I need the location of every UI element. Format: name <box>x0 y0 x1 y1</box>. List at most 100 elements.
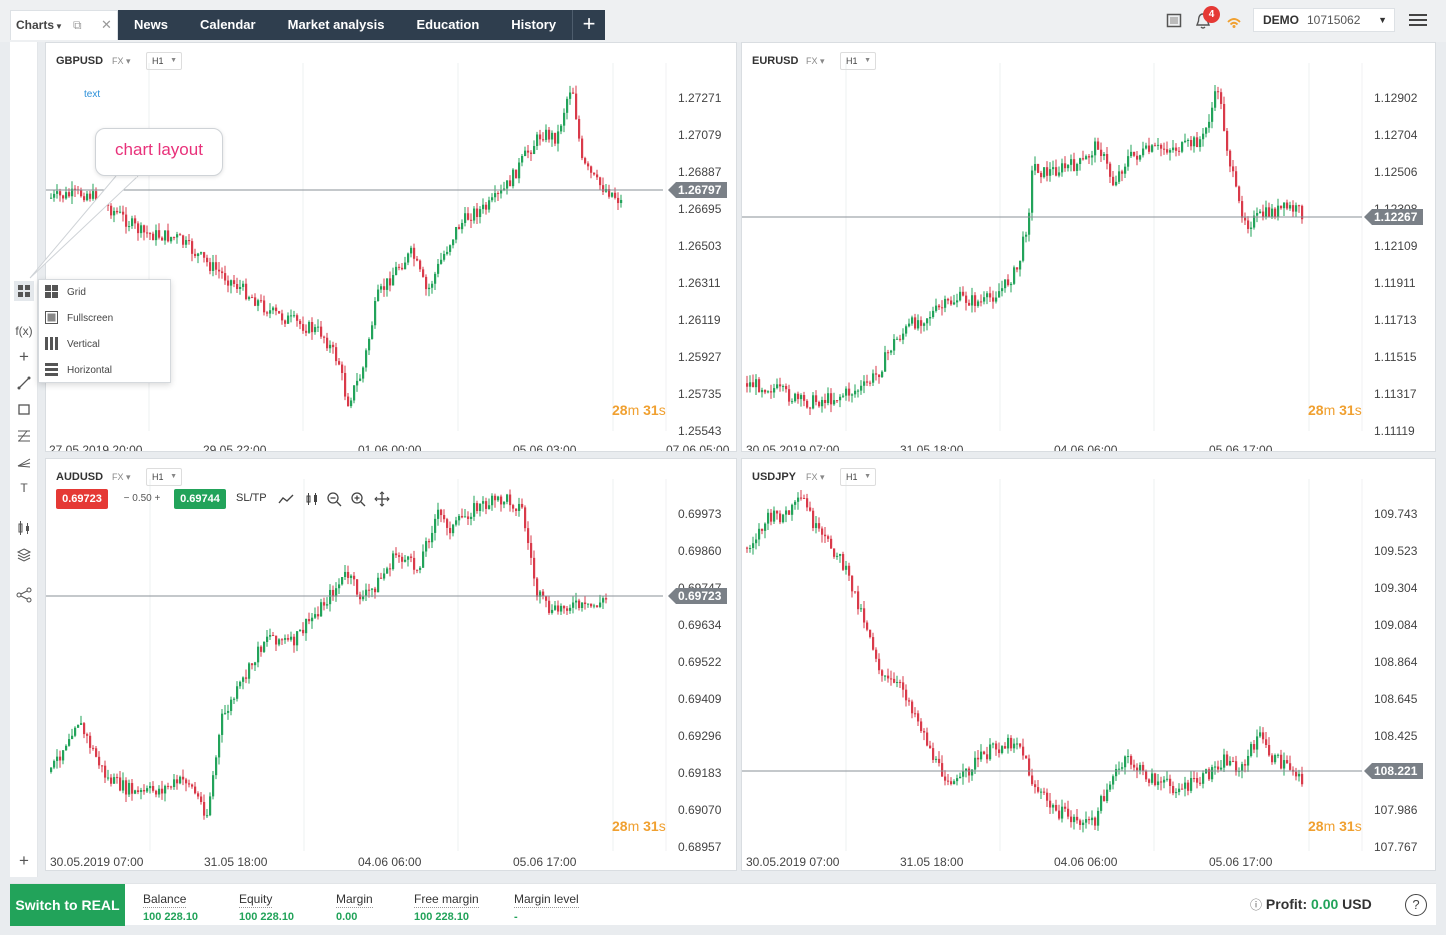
crosshair-icon[interactable]: + <box>19 347 29 366</box>
candle <box>917 710 920 726</box>
candle <box>575 592 578 610</box>
rectangle-icon[interactable] <box>14 399 34 419</box>
add-tab-button[interactable]: + <box>572 10 605 40</box>
layout-vertical-option[interactable]: Vertical <box>45 332 165 358</box>
candlestick-chart[interactable] <box>46 459 737 871</box>
candle <box>545 595 548 608</box>
price-axis-label: 109.304 <box>1374 581 1418 595</box>
timeframe-selector[interactable]: H1 ▼ <box>840 52 876 70</box>
current-price-tag: 1.12267 <box>1364 209 1424 225</box>
candle <box>1007 734 1010 754</box>
candle <box>317 606 320 620</box>
time-axis-label: 31.05 18:00 <box>204 855 268 869</box>
candle <box>527 521 530 550</box>
layout-horizontal-option[interactable]: Horizontal <box>45 358 165 384</box>
candle <box>368 583 371 598</box>
candle <box>1196 132 1199 148</box>
sell-button[interactable]: 0.69723 <box>56 489 108 509</box>
candle <box>263 641 266 653</box>
help-icon[interactable]: ? <box>1405 894 1427 916</box>
nav-calendar[interactable]: Calendar <box>199 17 256 32</box>
market-selector[interactable]: FX ▾ <box>112 472 131 483</box>
layout-grid-icon[interactable] <box>14 281 34 301</box>
trendline-icon[interactable] <box>14 373 34 393</box>
candle <box>311 317 314 340</box>
price-axis-label: 109.743 <box>1374 507 1418 521</box>
candle <box>1283 752 1286 776</box>
candles-type-icon[interactable] <box>304 491 320 507</box>
candle <box>497 495 500 502</box>
indicators-icon[interactable]: f(x) <box>15 324 33 338</box>
market-selector[interactable]: FX ▾ <box>112 56 131 67</box>
layout-grid-option[interactable]: Grid <box>45 280 165 306</box>
line-chart-icon[interactable] <box>278 492 294 506</box>
close-icon[interactable]: ✕ <box>101 17 112 32</box>
candle <box>752 536 755 555</box>
nav-education[interactable]: Education <box>416 17 480 32</box>
candle <box>278 310 281 314</box>
candle <box>533 550 536 587</box>
charts-tab[interactable]: Charts▼ ⧉ ✕ <box>10 10 118 40</box>
candle <box>599 594 602 609</box>
candle <box>383 278 386 297</box>
chart-panel-gbpusd[interactable]: GBPUSD FX ▾ H1 ▼ 28m 31s 1.27271 1.27079 1.… <box>45 42 737 452</box>
candle <box>1139 762 1142 775</box>
candle <box>794 392 797 403</box>
candle <box>749 544 752 553</box>
candlestick-chart[interactable] <box>742 43 1436 452</box>
time-axis-label: 01.06 00:00 <box>358 443 422 452</box>
candle <box>968 299 971 307</box>
candle <box>1007 274 1010 287</box>
price-axis-label: 0.69296 <box>678 729 722 743</box>
move-icon[interactable] <box>374 491 390 507</box>
candle <box>1199 776 1202 786</box>
candle <box>500 184 503 199</box>
market-selector[interactable]: FX ▾ <box>806 472 825 483</box>
candle <box>578 598 581 611</box>
candle <box>521 498 524 509</box>
candle <box>461 219 464 234</box>
menu-icon[interactable] <box>1409 13 1427 27</box>
chevron-down-icon: ▼ <box>55 22 63 31</box>
candle <box>1268 202 1271 218</box>
candles-icon[interactable] <box>14 518 34 538</box>
candlestick-chart[interactable] <box>742 459 1436 871</box>
layers-icon[interactable] <box>14 545 34 565</box>
nav-news[interactable]: News <box>134 17 168 32</box>
zoom-in-icon[interactable] <box>350 491 366 507</box>
candlestick-chart[interactable] <box>46 43 737 452</box>
candle <box>1175 143 1178 157</box>
layout-fullscreen-option[interactable]: Fullscreen <box>45 306 165 332</box>
candle <box>251 294 254 299</box>
timeframe-selector[interactable]: H1 ▼ <box>840 468 876 486</box>
candle <box>53 190 56 202</box>
market-selector[interactable]: FX ▾ <box>806 56 825 67</box>
main-nav: News Calendar Market analysis Education … <box>118 10 606 40</box>
add-tool-icon[interactable]: + <box>19 851 29 870</box>
popout-icon[interactable]: ⧉ <box>73 18 82 32</box>
nav-market-analysis[interactable]: Market analysis <box>287 17 385 32</box>
pitchfork-icon[interactable] <box>14 452 34 472</box>
text-tool-icon[interactable]: T <box>20 481 28 495</box>
nav-history[interactable]: History <box>511 17 557 32</box>
share-icon[interactable] <box>14 585 34 605</box>
zoom-out-icon[interactable] <box>326 491 342 507</box>
fibonacci-icon[interactable] <box>14 426 34 446</box>
chart-text-annotation[interactable]: text <box>84 89 101 100</box>
candle <box>437 502 440 526</box>
candle <box>983 291 986 305</box>
chart-panel-audusd[interactable]: AUDUSD FX ▾ H1 ▼ 28m 31s 0.69973 0.69860 0.… <box>45 458 737 871</box>
timeframe-selector[interactable]: H1 ▼ <box>146 468 182 486</box>
monitor-icon[interactable] <box>1166 13 1182 29</box>
sltp-button[interactable]: SL/TP <box>236 492 267 504</box>
candle <box>581 135 584 161</box>
candle <box>560 603 563 616</box>
candle <box>746 546 749 553</box>
candle <box>1139 154 1142 162</box>
chart-panel-usdjpy[interactable]: USDJPY FX ▾ H1 ▼ 28m 31s 109.743 109.523 10… <box>741 458 1436 871</box>
chart-panel-eurusd[interactable]: EURUSD FX ▾ H1 ▼ 28m 31s 1.12902 1.12704 1.… <box>741 42 1436 452</box>
timeframe-selector[interactable]: H1 ▼ <box>146 52 182 70</box>
account-selector[interactable]: DEMO 10715062 ▼ <box>1253 8 1395 32</box>
switch-to-real-button[interactable]: Switch to REAL <box>10 884 125 926</box>
buy-button[interactable]: 0.69744 <box>174 489 226 509</box>
